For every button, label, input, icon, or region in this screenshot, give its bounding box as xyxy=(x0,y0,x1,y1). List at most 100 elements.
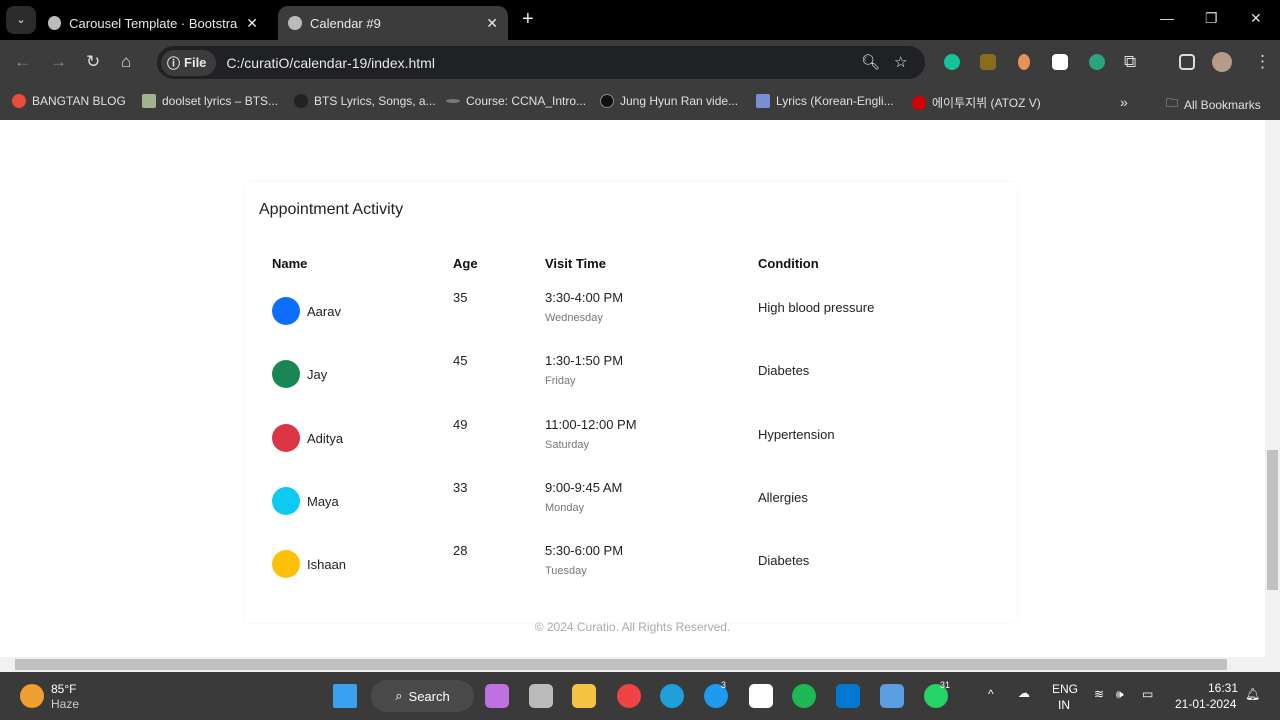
tab-search-button[interactable]: ⌄ xyxy=(6,6,36,34)
avatar xyxy=(272,360,300,389)
visit-day: Tuesday xyxy=(545,565,587,578)
visit-time: 5:30-6:00 PM xyxy=(545,543,624,559)
patient-age: 49 xyxy=(453,416,468,432)
favicon-icon xyxy=(912,95,926,110)
vertical-scrollbar[interactable] xyxy=(1265,120,1280,657)
patient-age: 33 xyxy=(453,479,468,495)
weather-condition: Haze xyxy=(51,697,80,711)
forward-button[interactable]: → xyxy=(50,52,67,71)
clock-date[interactable]: 21-01-2024 xyxy=(1175,697,1237,711)
patient-age: 45 xyxy=(453,353,468,369)
profile-avatar[interactable] xyxy=(1212,52,1232,72)
menu-icon[interactable]: ⋮ xyxy=(1254,52,1271,71)
visit-day: Friday xyxy=(545,375,576,388)
copilot-icon[interactable] xyxy=(485,684,509,708)
bookmark-item[interactable]: Course: CCNA_Intro... xyxy=(446,94,586,108)
globe-icon xyxy=(288,16,302,30)
extension-icon[interactable] xyxy=(1018,54,1030,70)
wifi-icon[interactable]: ≋ xyxy=(1094,687,1105,701)
notification-bell-icon[interactable]: 🔔︎ xyxy=(1245,687,1261,701)
table-row: Jay 45 1:30-1:50 PM Friday Diabetes xyxy=(245,353,1017,420)
close-window-button[interactable]: ✕ xyxy=(1250,10,1262,26)
weather-temp: 85°F xyxy=(51,682,77,696)
volume-icon[interactable]: 🕪 xyxy=(1116,687,1124,701)
language-region[interactable]: IN xyxy=(1058,698,1070,712)
twitter-icon[interactable] xyxy=(704,684,728,708)
grammarly-icon[interactable] xyxy=(944,54,960,70)
close-tab-icon[interactable]: ✕ xyxy=(246,14,258,31)
table-row: Ishaan 28 5:30-6:00 PM Tuesday Diabetes xyxy=(245,543,1017,610)
tab-calendar[interactable]: Calendar #9 ✕ xyxy=(278,6,508,40)
column-header-condition: Condition xyxy=(758,256,819,271)
url-text[interactable]: C:/curatiO/calendar-19/index.html xyxy=(226,54,435,71)
favicon-icon xyxy=(756,94,770,108)
search-icon: ⌕ xyxy=(395,688,403,703)
bookmark-item[interactable]: doolset lyrics – BTS... xyxy=(142,94,278,108)
patient-condition: High blood pressure xyxy=(758,300,875,315)
whatsapp-icon[interactable] xyxy=(924,684,948,708)
extensions-puzzle-icon[interactable]: ⧉ xyxy=(1124,52,1137,71)
chrome-icon[interactable] xyxy=(617,684,641,708)
extension-icon[interactable] xyxy=(980,54,996,70)
bookmark-label: BTS Lyrics, Songs, a... xyxy=(314,94,436,108)
side-panel-icon[interactable] xyxy=(1179,54,1195,70)
notepad-icon[interactable] xyxy=(880,684,904,708)
back-button[interactable]: ← xyxy=(14,52,31,71)
avatar xyxy=(272,550,300,579)
edge-icon[interactable] xyxy=(660,684,684,708)
cloud-icon[interactable]: ☁ xyxy=(1018,686,1030,700)
reload-button[interactable]: ↻ xyxy=(86,52,101,71)
column-header-name: Name xyxy=(272,256,308,271)
battery-icon[interactable]: ▭ xyxy=(1142,687,1154,701)
clock-time[interactable]: 16:31 xyxy=(1208,681,1239,695)
more-bookmarks-button[interactable]: » xyxy=(1120,94,1128,110)
twitter-badge: 3 xyxy=(721,680,727,690)
vscode-icon[interactable] xyxy=(836,684,860,708)
s-extension-icon[interactable] xyxy=(1052,54,1068,70)
minimize-button[interactable]: — xyxy=(1160,10,1174,26)
weather-icon[interactable] xyxy=(20,684,44,708)
bookmark-item[interactable]: BTS Lyrics, Songs, a... xyxy=(294,94,436,108)
appointment-card: Appointment Activity Name Age Visit Time… xyxy=(245,182,1017,622)
windows-start-icon[interactable] xyxy=(333,684,357,708)
new-tab-button[interactable]: + xyxy=(522,8,534,30)
whatsapp-badge: 31 xyxy=(940,680,951,690)
hidden-icons-chevron[interactable]: ^ xyxy=(988,687,994,701)
scrollbar-thumb[interactable] xyxy=(15,659,1227,670)
taskbar-search[interactable]: ⌕ Search xyxy=(371,680,474,712)
site-info-button[interactable]: ⓘ File xyxy=(161,49,217,76)
home-button[interactable]: ⌂ xyxy=(121,52,132,71)
avatar xyxy=(272,486,300,515)
notion-icon[interactable] xyxy=(749,684,773,708)
bookmarks-bar: BANGTAN BLOG doolset lyrics – BTS... BTS… xyxy=(0,84,1280,120)
bookmark-label: doolset lyrics – BTS... xyxy=(162,94,279,108)
chatgpt-icon[interactable] xyxy=(1089,54,1105,70)
scrollbar-thumb[interactable] xyxy=(1267,450,1278,590)
close-tab-icon[interactable]: ✕ xyxy=(486,14,498,31)
search-label: Search xyxy=(408,688,450,704)
language-code[interactable]: ENG xyxy=(1052,682,1079,696)
all-bookmarks-button[interactable]: 🗀 All Bookmarks xyxy=(1166,94,1261,115)
zoom-icon[interactable]: 🔍︎ xyxy=(861,54,881,71)
folder-icon: 🗀 xyxy=(1166,96,1179,110)
visit-day: Saturday xyxy=(545,438,590,451)
spotify-icon[interactable] xyxy=(792,684,816,708)
horizontal-scrollbar[interactable] xyxy=(0,657,1280,672)
visit-time: 1:30-1:50 PM xyxy=(545,353,624,369)
task-view-icon[interactable] xyxy=(529,684,553,708)
bookmark-item[interactable]: Jung Hyun Ran vide... xyxy=(600,94,738,108)
visit-time: 3:30-4:00 PM xyxy=(545,290,624,305)
favicon-icon xyxy=(12,94,26,108)
bookmark-item[interactable]: 에이투지뷔 (ATOZ V) xyxy=(912,94,1041,111)
favicon-icon xyxy=(600,94,614,108)
bookmark-item[interactable]: Lyrics (Korean-Engli... xyxy=(756,94,894,108)
visit-time: 9:00-9:45 AM xyxy=(545,479,623,495)
tab-carousel[interactable]: Carousel Template · Bootstrap v ✕ xyxy=(38,6,268,40)
bookmark-star-icon[interactable]: ☆ xyxy=(894,54,908,71)
visit-time: 11:00-12:00 PM xyxy=(545,416,637,432)
taskbar: 85°F Haze ⌕ Search 3 31 ^ ☁ ENG IN ≋ 🕪 ▭ … xyxy=(0,672,1280,720)
bookmark-item[interactable]: BANGTAN BLOG xyxy=(12,94,126,108)
restore-button[interactable]: ❐ xyxy=(1205,10,1218,26)
address-bar[interactable]: ⓘ File C:/curatiO/calendar-19/index.html … xyxy=(157,46,925,79)
file-explorer-icon[interactable] xyxy=(572,684,596,708)
